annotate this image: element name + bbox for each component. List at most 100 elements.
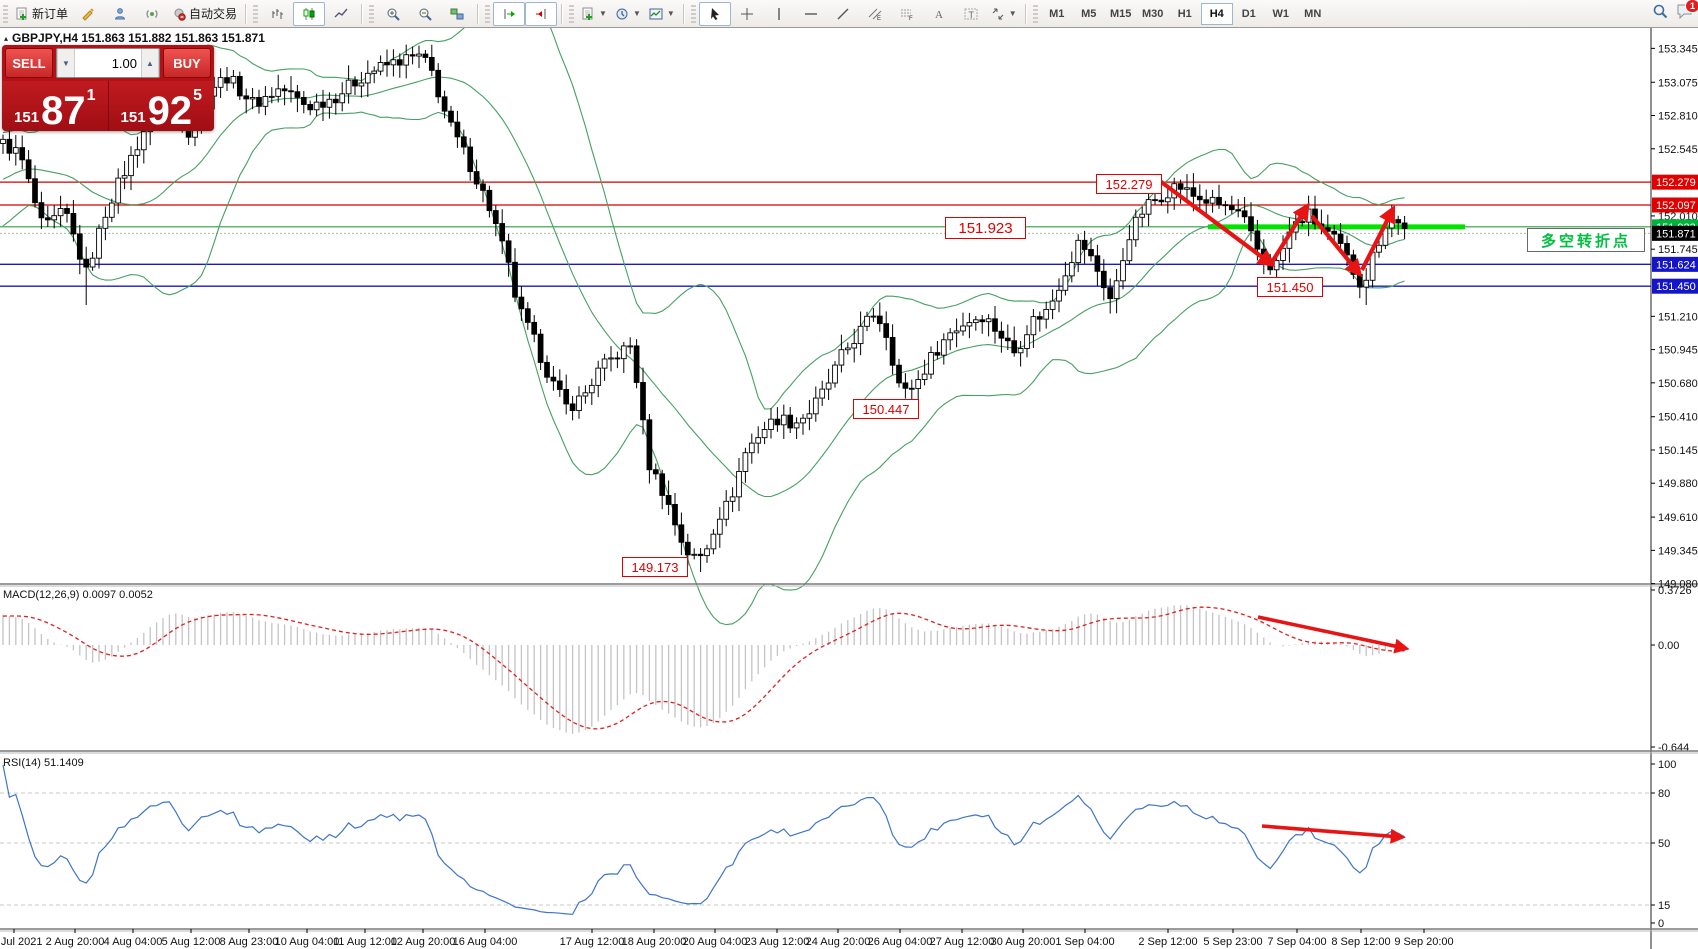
price-annotation-label[interactable]: 150.447	[853, 399, 919, 419]
chart-canvas[interactable]: MACD(12,26,9) 0.0097 0.0052 0.3726 0.00 -0.…	[0, 28, 1698, 949]
period-selector-dropdown-icon[interactable]: ▼	[632, 9, 641, 18]
candle	[659, 473, 666, 496]
timeframe-m1-button[interactable]: M1	[1049, 7, 1065, 20]
crosshair-button[interactable]	[731, 2, 763, 26]
price-annotation-label[interactable]: 149.173	[622, 557, 688, 577]
candle	[966, 322, 973, 327]
tile-windows-button[interactable]	[441, 2, 473, 26]
rsi-trend-arrow[interactable]	[1261, 824, 1406, 844]
profiles-icon	[113, 7, 127, 21]
candle	[633, 345, 640, 383]
arrow-objects-dropdown-icon[interactable]: ▼	[1008, 9, 1017, 18]
timeframe-mn-button[interactable]: MN	[1304, 7, 1322, 20]
timeframe-m5-button[interactable]: M5	[1081, 7, 1097, 20]
trend-arrow[interactable]	[1158, 179, 1276, 268]
symbol-ohlc-line: ▴ GBPJPY,H4 151.863 151.882 151.863 151.…	[4, 31, 265, 45]
price-annotation-label[interactable]: 152.279	[1096, 174, 1162, 194]
candle	[358, 82, 365, 87]
new-chart-button[interactable]: ▼	[577, 2, 611, 26]
candle	[1132, 216, 1139, 241]
rsi-scale-label: 15	[1658, 900, 1670, 912]
annotation-text-label[interactable]: 多空转折点	[1527, 228, 1645, 252]
candle	[416, 53, 422, 57]
auto-scroll-button[interactable]	[493, 1, 526, 26]
macd-trend-arrow[interactable]	[1257, 615, 1410, 654]
candle	[729, 496, 736, 502]
chart-area[interactable]: ▴ GBPJPY,H4 151.863 151.882 151.863 151.…	[0, 28, 1698, 949]
horizontal-line-button[interactable]	[795, 2, 827, 26]
time-axis-label: 2 Aug 20:00	[46, 936, 105, 948]
expert-advisors-button[interactable]	[72, 2, 104, 26]
time-axis-label: 10 Aug 04:00	[275, 936, 340, 948]
expert-advisors-icon	[81, 7, 95, 21]
candle	[108, 202, 115, 218]
autotrading-button[interactable]: 自动交易	[168, 2, 241, 26]
timeframe-h1-button[interactable]: H1	[1177, 7, 1192, 20]
candle	[595, 367, 602, 386]
templates-dropdown-icon[interactable]: ▼	[666, 9, 675, 18]
bollinger-upper-band[interactable]	[2, 28, 1405, 410]
arrow-objects-button[interactable]: ▼	[987, 2, 1021, 26]
bollinger-middle-band[interactable]	[2, 76, 1405, 498]
timeframe-m15-button[interactable]: M15	[1110, 7, 1132, 20]
time-axis-label: 5 Aug 12:00	[162, 936, 221, 948]
price-annotation-label[interactable]: 151.923	[945, 217, 1026, 239]
candle	[1337, 233, 1344, 244]
candle	[748, 442, 755, 454]
toolbar-grip	[253, 4, 259, 23]
horizontal-line-icon	[804, 7, 818, 21]
profiles-button[interactable]	[104, 2, 136, 26]
text-button[interactable]: A	[923, 2, 955, 26]
candle	[684, 541, 691, 556]
sell-price[interactable]: 151 87 1	[2, 81, 109, 131]
buy-price[interactable]: 151 92 5	[108, 81, 214, 131]
candle	[800, 417, 806, 424]
zoom-out-button[interactable]	[409, 2, 441, 26]
bar-chart-button[interactable]	[261, 2, 293, 26]
candle	[140, 131, 147, 151]
bollinger-lower-band[interactable]	[2, 111, 1405, 626]
new-chart-dropdown-icon[interactable]: ▼	[599, 9, 607, 18]
volume-decrease-button[interactable]: ▼	[57, 49, 75, 77]
price-annotation-label[interactable]: 151.450	[1257, 277, 1323, 297]
timeframe-d1-button[interactable]: D1	[1241, 7, 1256, 20]
candle	[377, 61, 384, 72]
templates-button[interactable]: ▼	[645, 2, 679, 26]
sell-button[interactable]: SELL	[5, 48, 53, 78]
timeframe-h4-button[interactable]: H4	[1200, 2, 1233, 25]
trend-arrow[interactable]	[1360, 205, 1396, 271]
candle	[384, 61, 390, 66]
alerts-button[interactable]	[136, 2, 168, 26]
notifications-button[interactable]: 1	[1676, 0, 1698, 24]
fibonacci-button[interactable]: F	[891, 2, 923, 26]
zoom-out-icon	[418, 7, 432, 21]
volume-input[interactable]	[75, 49, 141, 77]
candle	[460, 136, 467, 148]
chart-shift-button[interactable]	[525, 1, 558, 26]
candle-chart-button[interactable]	[293, 1, 326, 26]
candle	[972, 319, 979, 324]
vertical-line-icon	[772, 7, 786, 21]
candle	[236, 75, 243, 97]
price-axis-badge-value: 151.871	[1656, 228, 1696, 240]
equidistant-channel-button[interactable]: E	[859, 2, 891, 26]
trend-arrow[interactable]	[1310, 214, 1363, 278]
vertical-line-button[interactable]	[763, 2, 795, 26]
cursor-button[interactable]	[698, 1, 731, 26]
period-selector-button[interactable]: ▼	[611, 2, 645, 26]
trendline-button[interactable]	[827, 2, 859, 26]
text-label-button[interactable]: T	[955, 2, 987, 26]
buy-button[interactable]: BUY	[163, 48, 211, 78]
search-button[interactable]	[1652, 3, 1668, 24]
volume-increase-button[interactable]: ▲	[141, 49, 159, 77]
line-chart-button[interactable]	[325, 2, 357, 26]
timeframe-m30-button[interactable]: M30	[1142, 7, 1164, 20]
zoom-in-button[interactable]	[377, 2, 409, 26]
timeframe-w1-button[interactable]: W1	[1272, 7, 1289, 20]
time-axis-label: 7 Sep 04:00	[1267, 936, 1326, 948]
search-icon	[1652, 4, 1668, 23]
trend-arrow[interactable]	[1270, 202, 1310, 264]
candle	[640, 382, 646, 421]
panel-toggle-icon[interactable]: ▴	[4, 33, 9, 43]
new-order-button[interactable]: 新订单	[11, 2, 72, 26]
